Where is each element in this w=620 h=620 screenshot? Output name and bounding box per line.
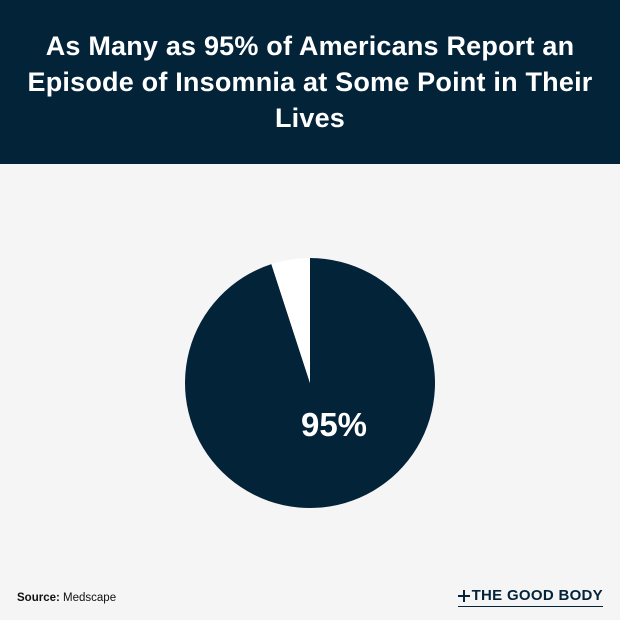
slice-label: 95% — [301, 406, 367, 443]
pie-slice-1 — [184, 258, 435, 509]
chart-title: As Many as 95% of Americans Report an Ep… — [27, 31, 593, 133]
pie-chart: 95% — [184, 258, 435, 509]
source-value: Medscape — [63, 592, 117, 604]
plus-icon — [457, 589, 470, 602]
source-key: Source: — [17, 592, 60, 604]
brand-name: THE GOOD BODY — [471, 587, 603, 604]
pie-slice-2 — [271, 258, 310, 383]
brand-logo: THE GOOD BODY — [457, 587, 603, 607]
title-banner: As Many as 95% of Americans Report an Ep… — [0, 0, 620, 164]
brand-underline — [457, 605, 603, 607]
source-note: Source: Medscape — [17, 592, 116, 604]
